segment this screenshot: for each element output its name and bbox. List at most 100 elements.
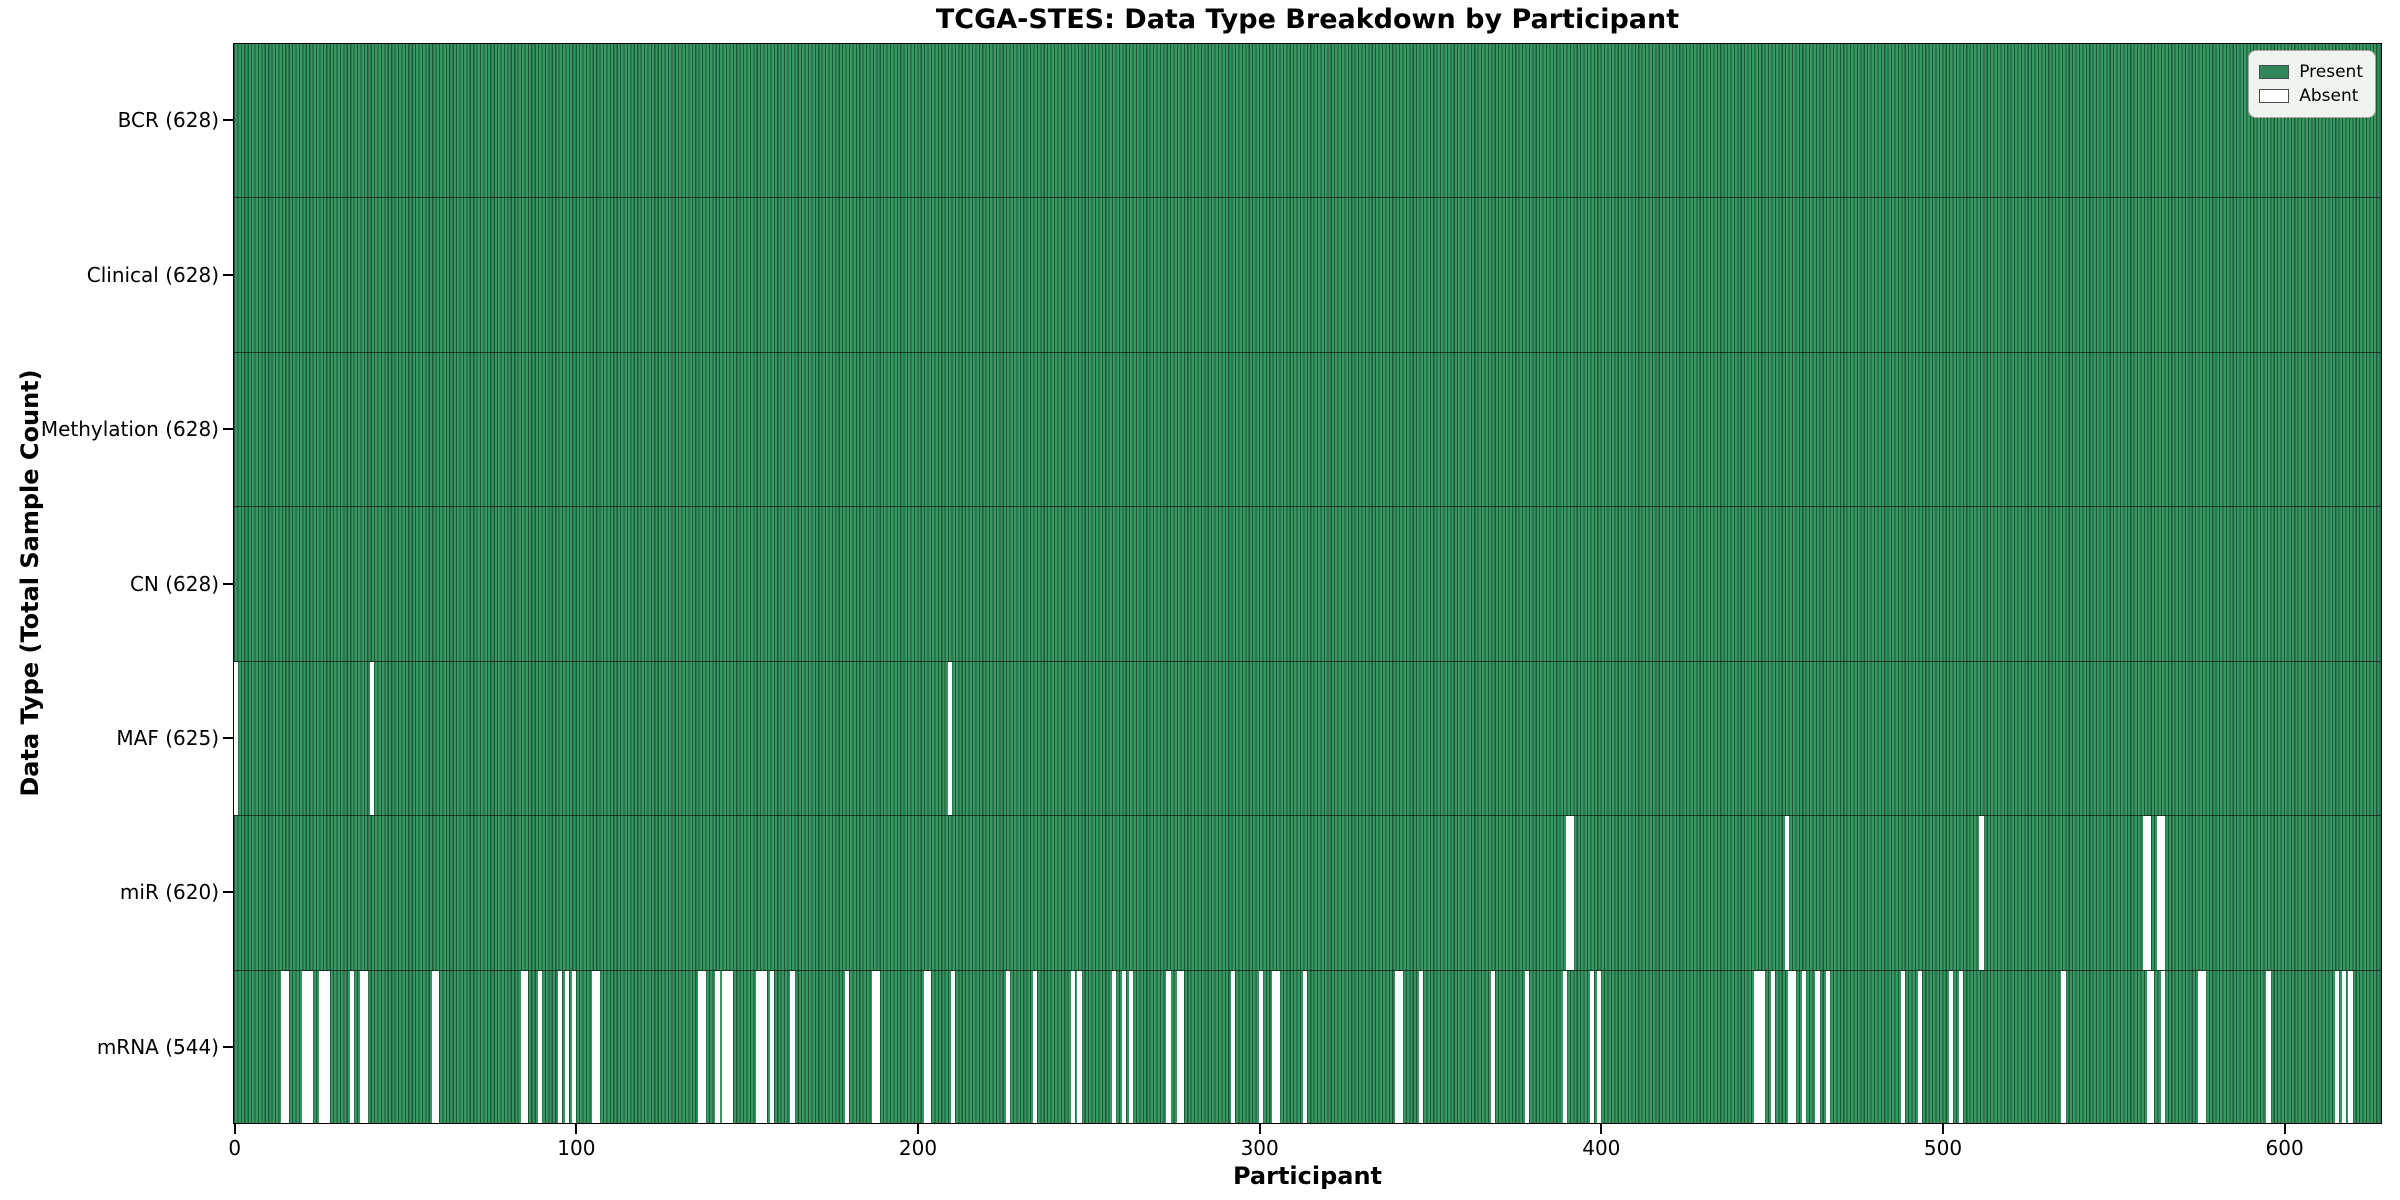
absent-swatch-icon — [2259, 89, 2290, 103]
absent-bar — [769, 970, 775, 1123]
absent-bar — [2146, 816, 2152, 970]
x-tick-label: 100 — [557, 1136, 596, 1160]
y-tick-label: Methylation (628) — [40, 417, 219, 442]
absent-bar — [1562, 970, 1567, 1123]
absent-bar — [1272, 970, 1277, 1123]
absent-bar — [2150, 970, 2155, 1123]
absent-bar — [951, 970, 956, 1123]
y-tick-label: miR (620) — [119, 880, 219, 905]
y-tick — [223, 273, 233, 276]
absent-bar — [1958, 970, 1964, 1123]
absent-bar — [1760, 970, 1765, 1123]
absent-bar — [537, 970, 542, 1123]
absent-bar — [1176, 970, 1181, 1123]
x-tick — [1941, 1124, 1944, 1134]
absent-bar — [1825, 970, 1830, 1123]
absent-bar — [1275, 970, 1280, 1123]
absent-bar — [1589, 970, 1595, 1123]
absent-bar — [308, 970, 313, 1123]
x-tick — [575, 1124, 578, 1134]
absent-bar — [872, 970, 877, 1123]
absent-bar — [1757, 970, 1762, 1123]
absent-bar — [1302, 970, 1308, 1123]
absent-bar — [2341, 970, 2346, 1123]
row-miR — [234, 816, 2381, 971]
absent-bar — [1258, 970, 1263, 1123]
absent-bar — [1771, 970, 1776, 1123]
absent-bar — [1070, 970, 1075, 1123]
absent-bar — [845, 970, 850, 1123]
absent-bar — [1900, 970, 1906, 1123]
absent-bar — [1077, 970, 1082, 1123]
absent-bar — [281, 970, 286, 1123]
absent-bar — [322, 970, 327, 1123]
legend-label-absent: Absent — [2299, 86, 2359, 106]
absent-bar — [1791, 970, 1796, 1123]
y-tick-label: MAF (625) — [116, 725, 219, 750]
y-tick — [223, 428, 233, 431]
x-tick-label: 600 — [2265, 1136, 2304, 1160]
absent-bar — [1005, 970, 1010, 1123]
absent-bar — [319, 970, 324, 1123]
legend-item-present: Present — [2259, 62, 2363, 82]
absent-bar — [305, 970, 310, 1123]
absent-bar — [1398, 970, 1403, 1123]
x-tick-label: 200 — [898, 1136, 938, 1160]
y-tick-label: mRNA (544) — [96, 1034, 219, 1059]
absent-bar — [1815, 970, 1820, 1123]
x-tick-label: 300 — [1240, 1136, 1279, 1160]
absent-bar — [2160, 816, 2165, 970]
y-tick — [223, 891, 233, 894]
absent-bar — [2160, 970, 2165, 1123]
absent-bar — [284, 970, 290, 1123]
y-tick — [223, 582, 233, 585]
absent-bar — [1569, 816, 1574, 970]
chart-title: TCGA-STES: Data Type Breakdown by Partic… — [935, 4, 1680, 35]
absent-bar — [790, 970, 795, 1123]
absent-bar — [1801, 970, 1806, 1123]
absent-bar — [325, 970, 331, 1123]
absent-bar — [875, 970, 881, 1123]
absent-bar — [2157, 816, 2162, 970]
absent-bar — [301, 970, 307, 1123]
y-tick-label: BCR (628) — [117, 108, 219, 133]
absent-bar — [360, 970, 365, 1123]
absent-bar — [1395, 970, 1400, 1123]
row-BCR — [234, 44, 2381, 199]
absent-bar — [725, 970, 730, 1123]
absent-bar — [370, 661, 375, 816]
absent-bar — [1979, 816, 1984, 970]
absent-bar — [349, 970, 354, 1123]
absent-bar — [722, 970, 727, 1123]
x-tick — [917, 1124, 919, 1134]
absent-bar — [1121, 970, 1127, 1123]
absent-bar — [595, 970, 600, 1123]
absent-bar — [2198, 970, 2203, 1123]
absent-bar — [2146, 970, 2152, 1123]
absent-bar — [927, 970, 932, 1123]
legend-item-absent: Absent — [2259, 86, 2363, 106]
absent-bar — [715, 970, 720, 1123]
row-MAF — [234, 661, 2381, 817]
absent-bar — [2201, 970, 2206, 1123]
x-tick-label: 500 — [1923, 1136, 1963, 1160]
x-tick — [233, 1124, 236, 1134]
present-swatch-icon — [2259, 65, 2290, 79]
absent-bar — [1596, 970, 1601, 1123]
absent-bar — [2348, 970, 2353, 1123]
absent-bar — [571, 970, 577, 1123]
x-tick-label: 0 — [228, 1136, 242, 1160]
absent-bar — [2143, 816, 2148, 970]
absent-bar — [592, 970, 597, 1123]
plot-area — [233, 43, 2382, 1124]
absent-bar — [1033, 970, 1038, 1123]
row-CN — [234, 507, 2381, 662]
absent-bar — [759, 970, 764, 1123]
y-tick-label: CN (628) — [129, 571, 219, 596]
x-tick — [1600, 1124, 1603, 1134]
absent-bar — [431, 970, 436, 1123]
y-tick — [223, 1045, 233, 1048]
absent-bar — [2061, 970, 2066, 1123]
absent-bar — [524, 970, 529, 1123]
